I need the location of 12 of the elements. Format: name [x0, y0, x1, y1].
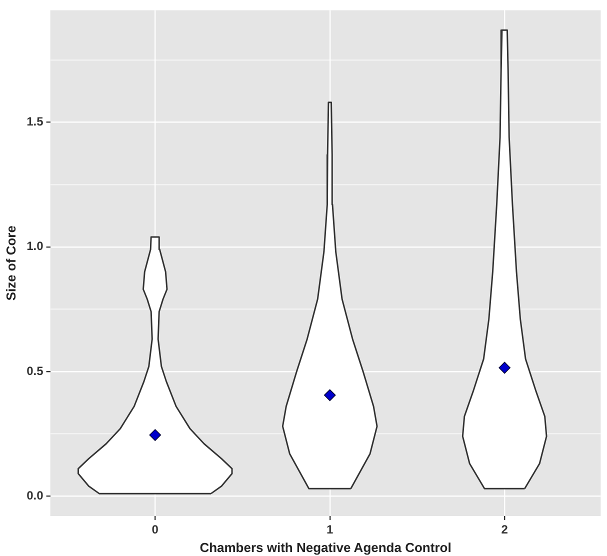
y-tick-label: 1.0 — [26, 239, 44, 254]
y-tick-label: 0.0 — [26, 488, 44, 502]
x-tick-label: 0 — [152, 522, 159, 537]
point — [324, 389, 336, 402]
y-axis-title: Size of Core — [3, 226, 18, 301]
y-tick-label: 0.5 — [26, 364, 44, 378]
x-axis-title: Chambers with Negative Agenda Control — [200, 540, 452, 555]
x-tick-label: 2 — [501, 522, 508, 537]
x-tick-label: 1 — [326, 522, 334, 537]
point — [149, 429, 162, 441]
y-tick-label: 1.5 — [26, 114, 44, 129]
point — [498, 362, 510, 374]
